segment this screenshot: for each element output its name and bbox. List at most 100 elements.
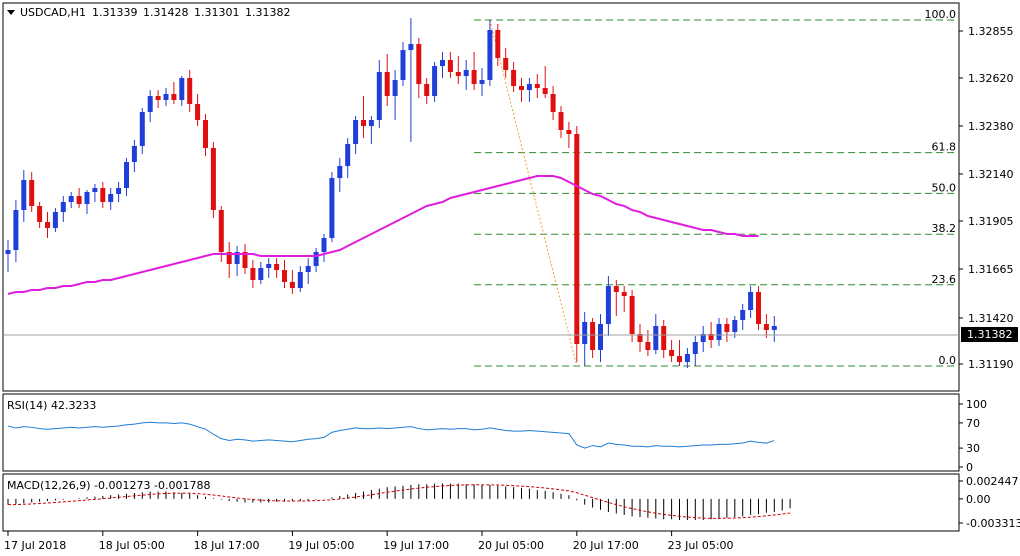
time-axis: 17 Jul 2018 18 Jul 05:00 18 Jul 17:00 19 Ju… xyxy=(4,531,734,552)
candle xyxy=(479,68,485,96)
candle xyxy=(52,208,58,232)
time-tick: 19 Jul 17:00 xyxy=(383,539,449,552)
macd-panel-frame xyxy=(2,473,960,532)
main-panel-frame xyxy=(2,2,960,392)
price-axis: 1.32855 1.32620 1.32380 1.32140 1.31905 1.316… xyxy=(959,25,1014,371)
candle xyxy=(519,78,524,102)
candle xyxy=(400,42,406,86)
candle xyxy=(353,116,359,154)
ohlc-low: 1.31301 xyxy=(194,6,240,19)
candle xyxy=(203,114,208,156)
candle xyxy=(771,316,777,342)
candle xyxy=(179,76,185,106)
candle xyxy=(503,48,509,78)
macd-tick: -0.003313 xyxy=(966,517,1020,530)
candle xyxy=(645,330,651,356)
candle xyxy=(748,286,754,318)
candle xyxy=(447,52,453,78)
candle xyxy=(37,202,43,228)
symbol-dropdown-icon[interactable] xyxy=(7,10,15,15)
candle xyxy=(92,184,98,202)
fibonacci-retracement[interactable]: 100.0 61.8 50.0 38.2 23.6 0.0 xyxy=(474,8,958,367)
candle xyxy=(76,188,82,208)
candle xyxy=(756,286,761,330)
time-tick: 19 Jul 05:00 xyxy=(288,539,354,552)
candle xyxy=(716,318,722,346)
price-tick: 1.31190 xyxy=(968,358,1014,371)
candle xyxy=(282,260,287,288)
candle xyxy=(13,200,19,262)
candle xyxy=(289,270,295,294)
candle xyxy=(116,182,122,202)
time-tick: 20 Jul 05:00 xyxy=(478,539,544,552)
candle xyxy=(329,172,335,242)
candle xyxy=(100,182,106,208)
candle xyxy=(195,94,201,126)
symbol-label: USDCAD,H1 xyxy=(20,6,86,19)
candle xyxy=(337,158,343,192)
candle xyxy=(455,56,461,84)
candle xyxy=(321,234,327,262)
candle xyxy=(582,312,588,366)
candle xyxy=(218,206,224,262)
ohlc-high: 1.31428 xyxy=(143,6,189,19)
candle xyxy=(424,78,430,104)
ohlc-close: 1.31382 xyxy=(245,6,291,19)
candle xyxy=(226,242,232,278)
current-price-badge xyxy=(961,327,1018,342)
macd-axis: 0.002447 0.00 -0.003313 xyxy=(959,475,1020,530)
candle xyxy=(732,316,738,338)
candle xyxy=(274,258,280,278)
candle xyxy=(653,314,659,354)
candle xyxy=(5,240,11,272)
price-tick: 1.31420 xyxy=(968,312,1014,325)
time-tick: 18 Jul 17:00 xyxy=(194,539,260,552)
candle xyxy=(84,190,90,214)
candle xyxy=(147,90,153,122)
macd-signal-line xyxy=(7,484,791,519)
candle xyxy=(511,62,517,92)
candle xyxy=(313,248,319,272)
candle xyxy=(45,212,50,238)
candle xyxy=(677,340,682,366)
rsi-line xyxy=(7,421,775,449)
candle xyxy=(684,348,690,368)
rsi-tick: 0 xyxy=(966,461,973,474)
price-tick: 1.31905 xyxy=(968,215,1014,228)
candle xyxy=(566,122,572,148)
fib-trend-line xyxy=(489,19,578,367)
candle xyxy=(266,258,272,278)
candle xyxy=(163,88,169,106)
rsi-panel-frame xyxy=(2,393,960,472)
candlesticks xyxy=(5,18,777,368)
candle xyxy=(526,78,532,102)
candle xyxy=(131,140,137,172)
candle xyxy=(21,170,27,222)
candle xyxy=(297,266,303,292)
fib-level-label: 0.0 xyxy=(939,354,957,367)
candle xyxy=(361,96,366,138)
macd-histogram xyxy=(7,483,791,520)
moving-average-line xyxy=(7,175,759,295)
candle xyxy=(621,286,627,312)
candle xyxy=(432,62,438,102)
candle xyxy=(495,24,501,66)
fib-level-label: 50.0 xyxy=(932,181,957,194)
time-tick: 23 Jul 05:00 xyxy=(668,539,734,552)
candle xyxy=(416,38,422,98)
fib-level-label: 38.2 xyxy=(932,222,957,235)
rsi-tick: 30 xyxy=(966,442,980,455)
candle xyxy=(534,74,540,98)
candle xyxy=(440,52,445,78)
candle xyxy=(376,60,382,128)
price-tick: 1.32140 xyxy=(968,168,1014,181)
candle xyxy=(487,20,493,86)
price-tick: 1.32380 xyxy=(968,120,1014,133)
rsi-tick: 70 xyxy=(966,417,980,430)
candle xyxy=(692,336,698,366)
candle xyxy=(345,138,351,178)
candle xyxy=(187,70,193,112)
candle xyxy=(613,280,619,316)
candle xyxy=(542,66,548,98)
